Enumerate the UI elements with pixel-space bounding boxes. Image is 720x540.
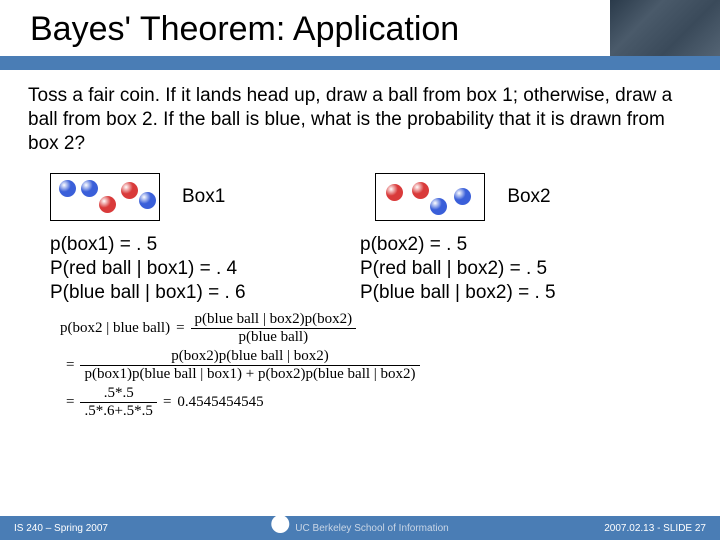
problem-statement: Toss a fair coin. If it lands head up, d… xyxy=(0,70,720,155)
box1-group: Box1 xyxy=(50,173,225,221)
header-accent-bar xyxy=(0,56,720,70)
frac1-den: p(blue ball) xyxy=(235,329,313,346)
equals-sign: = xyxy=(157,394,177,411)
formula-lhs: p(box2 | blue ball) xyxy=(60,320,170,337)
box2-probs: p(box2) = . 5 P(red ball | box2) = . 5 P… xyxy=(360,233,556,304)
probabilities-row: p(box1) = . 5 P(red ball | box1) = . 4 P… xyxy=(0,229,720,304)
frac3-den: .5*.6+.5*.5 xyxy=(80,403,156,420)
bayes-formula: p(box2 | blue ball) = p(blue ball | box2… xyxy=(0,305,720,420)
ball xyxy=(99,196,116,213)
box2-diagram xyxy=(375,173,485,221)
frac2-den: p(box1)p(blue ball | box1) + p(box2)p(bl… xyxy=(80,366,419,383)
box2-blue: P(blue ball | box2) = . 5 xyxy=(360,281,556,305)
formula-line1: p(box2 | blue ball) = p(blue ball | box2… xyxy=(60,311,720,346)
box2-group: Box2 xyxy=(375,173,550,221)
box1-probs: p(box1) = . 5 P(red ball | box1) = . 4 P… xyxy=(50,233,360,304)
formula-frac3: .5*.5 .5*.6+.5*.5 xyxy=(80,385,156,420)
formula-frac2: p(box2)p(blue ball | box2) p(box1)p(blue… xyxy=(80,348,419,383)
boxes-row: Box1 Box2 xyxy=(0,155,720,229)
equals-sign: = xyxy=(60,394,80,411)
box1-label: Box1 xyxy=(182,186,225,208)
formula-frac1: p(blue ball | box2)p(box2) p(blue ball) xyxy=(191,311,357,346)
ball xyxy=(121,182,138,199)
ball xyxy=(59,180,76,197)
footer-right: 2007.02.13 - SLIDE 27 xyxy=(604,523,706,534)
ball xyxy=(430,198,447,215)
box1-diagram xyxy=(50,173,160,221)
slide-title: Bayes' Theorem: Application xyxy=(30,10,459,49)
frac3-num: .5*.5 xyxy=(100,385,138,402)
ball xyxy=(81,180,98,197)
frac2-num: p(box2)p(blue ball | box2) xyxy=(167,348,333,365)
ball xyxy=(454,188,471,205)
ball xyxy=(412,182,429,199)
slide-header: Bayes' Theorem: Application xyxy=(0,0,720,70)
formula-line3: = .5*.5 .5*.6+.5*.5 = 0.4545454545 xyxy=(60,385,720,420)
box1-red: P(red ball | box1) = . 4 xyxy=(50,257,360,281)
footer-left: IS 240 – Spring 2007 xyxy=(14,523,108,534)
box2-prior: p(box2) = . 5 xyxy=(360,233,556,257)
slide-footer: IS 240 – Spring 2007 UC Berkeley School … xyxy=(0,516,720,540)
footer-center: UC Berkeley School of Information xyxy=(271,519,448,537)
formula-result: 0.4545454545 xyxy=(177,394,263,411)
box1-prior: p(box1) = . 5 xyxy=(50,233,360,257)
box2-label: Box2 xyxy=(507,186,550,208)
ball xyxy=(386,184,403,201)
footer-center-text: UC Berkeley School of Information xyxy=(295,523,448,534)
ischool-logo-icon xyxy=(271,515,289,533)
box2-red: P(red ball | box2) = . 5 xyxy=(360,257,556,281)
equals-sign: = xyxy=(170,320,190,337)
equals-sign: = xyxy=(60,357,80,374)
ball xyxy=(139,192,156,209)
frac1-num: p(blue ball | box2)p(box2) xyxy=(191,311,357,328)
formula-line2: = p(box2)p(blue ball | box2) p(box1)p(bl… xyxy=(60,348,720,383)
box1-blue: P(blue ball | box1) = . 6 xyxy=(50,281,360,305)
